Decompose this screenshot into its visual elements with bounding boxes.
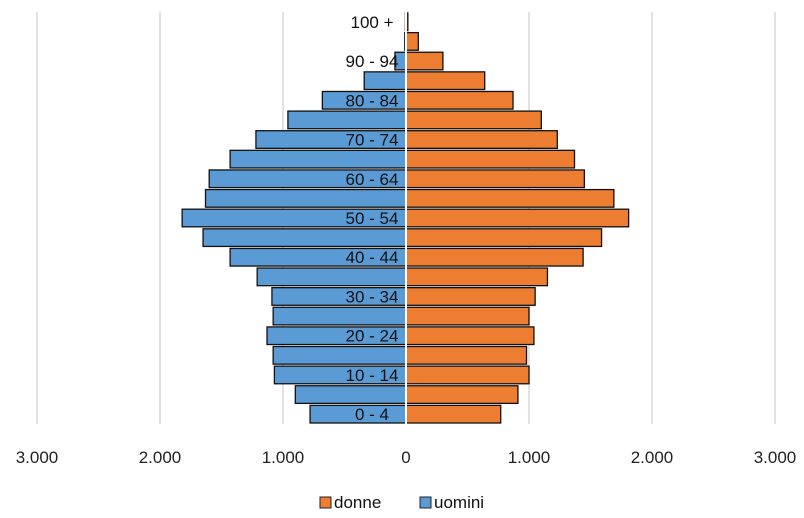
category-label-0: 0 - 4	[355, 405, 389, 424]
x-tick-label-2: 1.000	[262, 448, 305, 467]
x-tick-label-6: 3.000	[754, 448, 797, 467]
legend-label-uomini: uomini	[434, 493, 484, 512]
bar-donne-7	[405, 267, 549, 287]
bar-uomini-3	[272, 345, 407, 365]
bar-donne-6	[405, 287, 536, 306]
category-label-2: 10 - 14	[346, 366, 399, 385]
bar-donne-19	[405, 31, 419, 51]
x-axis-tick-labels: 3.000 2.000 1.000 0 1.000 2.000 3.000	[16, 448, 797, 467]
bar-uomini-15	[287, 110, 407, 130]
bar-donne-5	[405, 306, 530, 326]
bar-uomini-7	[256, 267, 407, 287]
x-tick-label-1: 2.000	[139, 448, 182, 467]
bar-donne-15	[405, 110, 542, 130]
bar-uomini-9	[202, 228, 407, 248]
bar-uomini-1	[294, 385, 407, 405]
x-tick-label-0: 3.000	[16, 448, 59, 467]
category-label-6: 30 - 34	[346, 287, 399, 306]
bar-donne-9	[405, 228, 603, 248]
category-label-16: 80 - 84	[346, 91, 399, 110]
bar-donne-3	[405, 345, 528, 365]
bar-uomini-17	[363, 71, 407, 91]
bar-donne-13	[405, 149, 576, 169]
bar-donne-17	[405, 71, 486, 91]
bar-uomini-13	[229, 149, 407, 169]
x-tick-label-4: 1.000	[508, 448, 551, 467]
legend: donne uomini	[319, 493, 484, 512]
bar-donne-2	[405, 365, 530, 385]
bar-donne-11	[405, 188, 615, 208]
bar-donne-10	[405, 208, 630, 228]
legend-swatch-donne	[319, 496, 332, 509]
legend-label-donne: donne	[334, 493, 381, 512]
category-label-10: 50 - 54	[346, 209, 399, 228]
bar-donne-4	[405, 326, 535, 346]
bar-donne-0	[405, 404, 502, 424]
category-label-8: 40 - 44	[346, 248, 399, 267]
bar-uomini-11	[204, 188, 407, 208]
category-labels: 0 - 4 10 - 14 20 - 24 30 - 34 40 - 44 50 - 54…	[346, 13, 399, 424]
category-label-18: 90 - 94	[346, 52, 399, 71]
bar-donne-1	[405, 385, 519, 405]
bar-uomini-5	[272, 306, 407, 326]
x-tick-label-5: 2.000	[631, 448, 674, 467]
x-tick-label-3: 0	[401, 448, 410, 467]
bar-donne-18	[405, 51, 444, 71]
category-label-20: 100 +	[350, 13, 393, 32]
category-label-14: 70 - 74	[346, 131, 399, 150]
bar-donne-16	[405, 90, 514, 110]
bar-donne-12	[405, 169, 586, 189]
category-label-4: 20 - 24	[346, 327, 399, 346]
bar-donne-14	[405, 130, 558, 149]
legend-swatch-uomini	[419, 496, 432, 509]
bar-donne-8	[405, 247, 584, 267]
category-label-12: 60 - 64	[346, 170, 399, 189]
